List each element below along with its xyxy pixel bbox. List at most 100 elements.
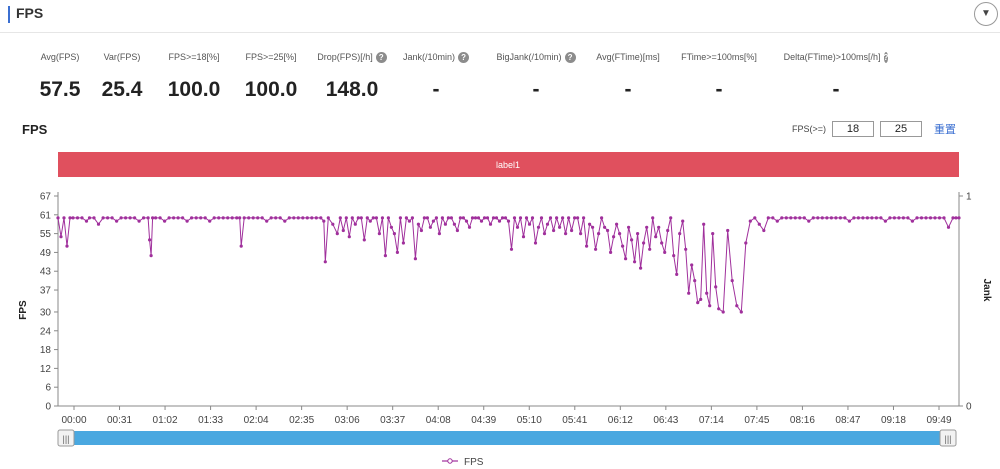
fps-point [251, 216, 255, 220]
fps-point [660, 241, 664, 245]
y2-tick-label: 0 [966, 402, 972, 413]
x-tick-label: 09:18 [881, 415, 906, 426]
fps-point [323, 260, 327, 264]
y-tick-label: 6 [45, 383, 51, 394]
fps-point [464, 219, 469, 223]
legend-label: FPS [464, 457, 484, 468]
fps-point [681, 219, 685, 223]
fps-point [482, 216, 487, 220]
fps-threshold-low-input[interactable] [832, 121, 875, 137]
fps-point [946, 225, 951, 229]
fps-point [133, 216, 137, 220]
y2-axis-title: Jank [981, 279, 992, 302]
fps-point [59, 235, 63, 239]
metric-label: FPS>=25[%] [245, 52, 297, 62]
metric-value: 100.0 [167, 78, 221, 101]
legend[interactable]: FPS [442, 457, 484, 468]
zoom-scrollbar[interactable] [62, 431, 955, 445]
fps-point [437, 232, 441, 236]
fps-point [265, 219, 269, 223]
y-tick-label: 67 [40, 192, 52, 203]
help-icon[interactable]: ? [883, 51, 889, 63]
fps-point [470, 216, 475, 220]
fps-point [621, 244, 625, 248]
fps-point [274, 216, 278, 220]
fps-point [452, 222, 456, 226]
fps-point [630, 238, 634, 242]
panel-title: FPS [16, 5, 44, 21]
metric-value: 100.0 [244, 78, 298, 101]
fps-point [181, 216, 185, 220]
fps-point [479, 219, 484, 223]
x-tick-label: 00:00 [61, 415, 86, 426]
fps-point [353, 222, 357, 226]
fps-point [856, 216, 861, 220]
fps-point [151, 216, 155, 220]
fps-point [172, 216, 176, 220]
fps-point [901, 216, 906, 220]
collapse-chevron-icon[interactable]: ▼ [974, 2, 998, 26]
help-icon[interactable]: ? [458, 51, 470, 63]
series-line-fps [57, 216, 959, 314]
fps-point [603, 225, 607, 229]
fps-point [389, 225, 393, 229]
fps-point [235, 216, 239, 220]
fps-point [115, 219, 119, 223]
fps-point [238, 216, 242, 220]
fps-point [383, 254, 387, 258]
fps-point [56, 216, 60, 220]
fps-point [401, 241, 405, 245]
fps-point [648, 247, 652, 251]
fps-point [503, 216, 508, 220]
fps-point [669, 216, 673, 220]
fps-point [702, 222, 706, 226]
label-band-text: label1 [496, 160, 520, 170]
zoom-handle-left[interactable] [57, 429, 75, 447]
fps-point [80, 216, 84, 220]
fps-point [158, 216, 162, 220]
x-tick-label: 06:43 [653, 415, 678, 426]
fps-point [84, 219, 89, 223]
help-icon[interactable]: ? [564, 51, 576, 63]
fps-point [296, 216, 300, 220]
fps-point [555, 216, 559, 220]
fps-point [458, 216, 462, 220]
fps-point [301, 216, 305, 220]
fps-point [68, 216, 72, 220]
x-tick-label: 05:41 [562, 415, 587, 426]
fps-threshold-high-input[interactable] [880, 121, 923, 137]
fps-point [368, 219, 372, 223]
fps-point [597, 232, 601, 236]
fps-point [789, 216, 793, 220]
fps-point [954, 216, 958, 220]
fps-point [347, 235, 351, 239]
fps-point [247, 216, 251, 220]
zoom-handle-right[interactable] [939, 429, 957, 447]
fps-point [524, 216, 529, 220]
metric-value: - [715, 78, 723, 101]
fps-point [491, 216, 496, 220]
fps-point [865, 216, 870, 220]
metric-value: - [832, 78, 840, 101]
chart-title: FPS [22, 122, 48, 137]
metric-label: Drop(FPS)[/h] [317, 52, 373, 62]
fps-point [573, 216, 577, 220]
fps-point [335, 232, 339, 236]
fps-point [937, 216, 942, 220]
fps-point [419, 228, 423, 233]
fps-point [696, 301, 700, 305]
help-icon[interactable]: ? [375, 51, 387, 63]
y-tick-label: 12 [40, 364, 52, 375]
reset-link[interactable]: 重置 [934, 124, 957, 136]
metric-value: 57.5 [39, 78, 81, 101]
y-axis-title: FPS [18, 300, 29, 320]
metric-value: - [624, 78, 632, 101]
zoom-handle-left-grip-icon: ||| [62, 434, 69, 444]
fps-point [350, 216, 354, 220]
metric-label: Delta(FTime)>100ms[/h] [783, 52, 881, 62]
fps-point [407, 219, 411, 223]
fps-point [62, 216, 66, 220]
fps-point [666, 228, 670, 233]
fps-point [714, 285, 718, 289]
